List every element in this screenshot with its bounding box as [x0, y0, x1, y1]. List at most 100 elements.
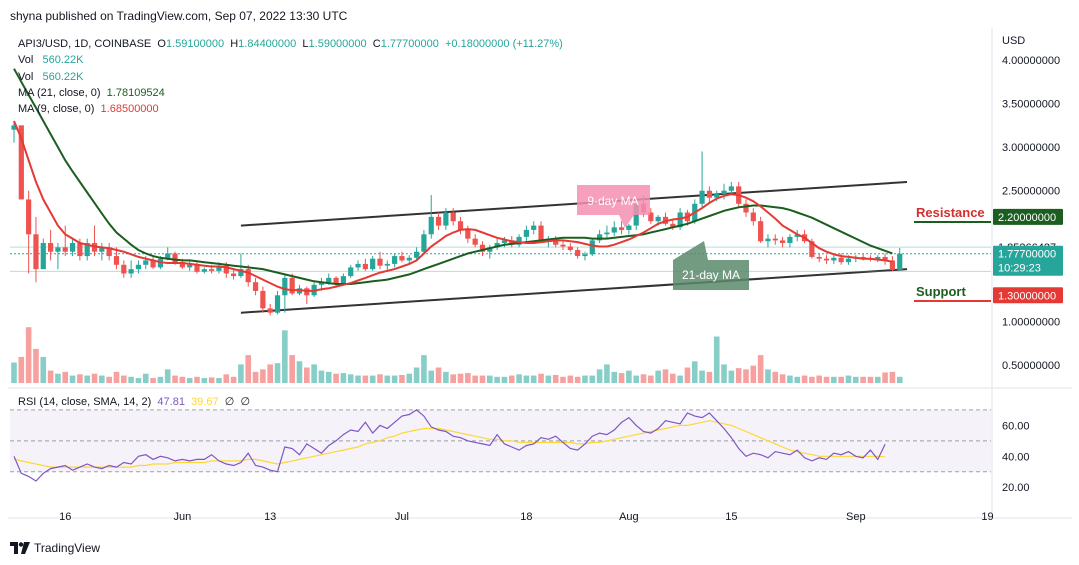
volume-bar	[113, 371, 120, 383]
volume-row-1[interactable]: Vol 560.22K	[18, 52, 563, 68]
candle-body	[428, 216, 434, 235]
candle-body	[267, 308, 273, 313]
candle-body	[113, 256, 120, 265]
candle-body	[509, 240, 515, 245]
symbol-label[interactable]: API3/USD, 1D, COINBASE	[18, 38, 152, 50]
candle-body	[626, 225, 632, 230]
time-tick: 15	[725, 511, 737, 523]
candle-body	[699, 190, 705, 204]
candle-body	[882, 256, 888, 261]
candle-body	[209, 269, 215, 271]
low-value: 1.59000000	[308, 38, 367, 50]
candle-body	[575, 249, 581, 257]
ma21-row[interactable]: MA (21, close, 0) 1.78109524	[18, 85, 563, 101]
volume-bar	[867, 376, 874, 383]
rsi-legend[interactable]: RSI (14, close, SMA, 14, 2) 47.81 39.67 …	[18, 395, 250, 408]
candle-body	[392, 256, 398, 264]
candle-body	[553, 238, 559, 245]
candle-body	[728, 186, 734, 191]
candle-body	[758, 221, 764, 242]
chart-legend: API3/USD, 1D, COINBASE O1.59100000 H1.84…	[18, 36, 563, 117]
resistance-price-tag	[993, 208, 1063, 225]
candle-body	[55, 247, 61, 252]
volume-bar	[596, 369, 603, 383]
volume-bar	[40, 356, 47, 383]
volume-bar	[530, 375, 537, 383]
candle-body	[194, 264, 200, 272]
time-tick: Jul	[395, 511, 409, 523]
candle-body	[875, 256, 881, 260]
candle-body	[18, 125, 24, 200]
volume-bar	[325, 371, 332, 383]
volume-bar	[874, 376, 881, 383]
candle-body	[670, 223, 676, 228]
candle-body	[494, 243, 500, 248]
ma9-label: MA (9, close, 0)	[18, 103, 95, 116]
volume-label: Vol	[18, 54, 34, 67]
volume-bar	[618, 373, 625, 383]
candle-body	[721, 190, 727, 195]
price-chart[interactable]: 9-day MA 21-day MA Resistance Support USD 4.…	[8, 28, 1072, 528]
candle-body	[677, 212, 683, 228]
channel-lower-line	[240, 268, 908, 314]
volume-bar	[750, 365, 757, 383]
ma9-row[interactable]: MA (9, close, 0) 1.68500000	[18, 101, 563, 117]
volume-bar	[443, 371, 449, 383]
ma9-value: 1.68500000	[100, 103, 159, 116]
countdown-text: 10:29:23	[998, 263, 1041, 275]
volume-bar	[501, 376, 508, 383]
candle-body	[340, 276, 346, 284]
volume-row-2[interactable]: Vol 560.22K	[18, 69, 563, 85]
volume-bar	[157, 376, 164, 383]
candle-body	[274, 295, 281, 313]
volume-bar	[589, 375, 596, 383]
candle-body	[457, 221, 464, 230]
resistance-price-text: 2.20000000	[998, 212, 1056, 224]
rsi-sma-value: 39.67	[191, 396, 219, 408]
publisher-line: shyna published on TradingView.com, Sep …	[10, 9, 348, 23]
candle-body	[538, 225, 544, 242]
candle-body	[472, 238, 478, 245]
volume-bar	[347, 374, 354, 383]
candle-body	[823, 258, 830, 261]
open-value: 1.59100000	[165, 38, 225, 50]
volume-bar	[296, 361, 303, 383]
candle-body	[450, 212, 456, 222]
high-value: 1.84400000	[238, 38, 297, 50]
candle-body	[289, 277, 295, 294]
tradingview-footer[interactable]: TradingView	[10, 541, 100, 555]
candle-body	[414, 251, 420, 258]
tradingview-logo-icon	[10, 542, 30, 554]
candle-body	[223, 265, 229, 274]
volume-bar	[33, 348, 39, 383]
volume-bar	[779, 374, 786, 383]
volume-bar	[706, 371, 713, 383]
volume-bar	[728, 370, 735, 383]
volume-bar	[450, 374, 456, 383]
candle-body	[165, 253, 171, 259]
volume-bar	[896, 376, 903, 383]
close-value: 1.77700000	[380, 38, 439, 50]
candle-body	[216, 265, 222, 271]
candle-body	[516, 236, 522, 245]
volume-bar	[860, 376, 866, 383]
time-tick: 13	[264, 511, 276, 523]
ma21-label: MA (21, close, 0)	[18, 86, 101, 99]
candle-body	[238, 269, 244, 277]
candle-body	[172, 253, 178, 263]
volume-bar	[838, 376, 844, 383]
volume-bar	[552, 374, 559, 383]
volume-bar	[648, 375, 654, 383]
ma9-callout-text: 9-day MA	[587, 194, 638, 208]
volume-bar	[831, 376, 837, 383]
candle-body	[135, 264, 142, 270]
high-label: H	[230, 38, 239, 50]
volume-bar	[25, 327, 32, 383]
volume-bar	[735, 368, 742, 383]
candle-body	[377, 258, 383, 266]
volume-bar	[582, 375, 588, 383]
candle-body	[582, 254, 588, 257]
candle-body	[618, 227, 625, 230]
low-label: L	[302, 38, 309, 50]
candle-body	[355, 263, 361, 268]
